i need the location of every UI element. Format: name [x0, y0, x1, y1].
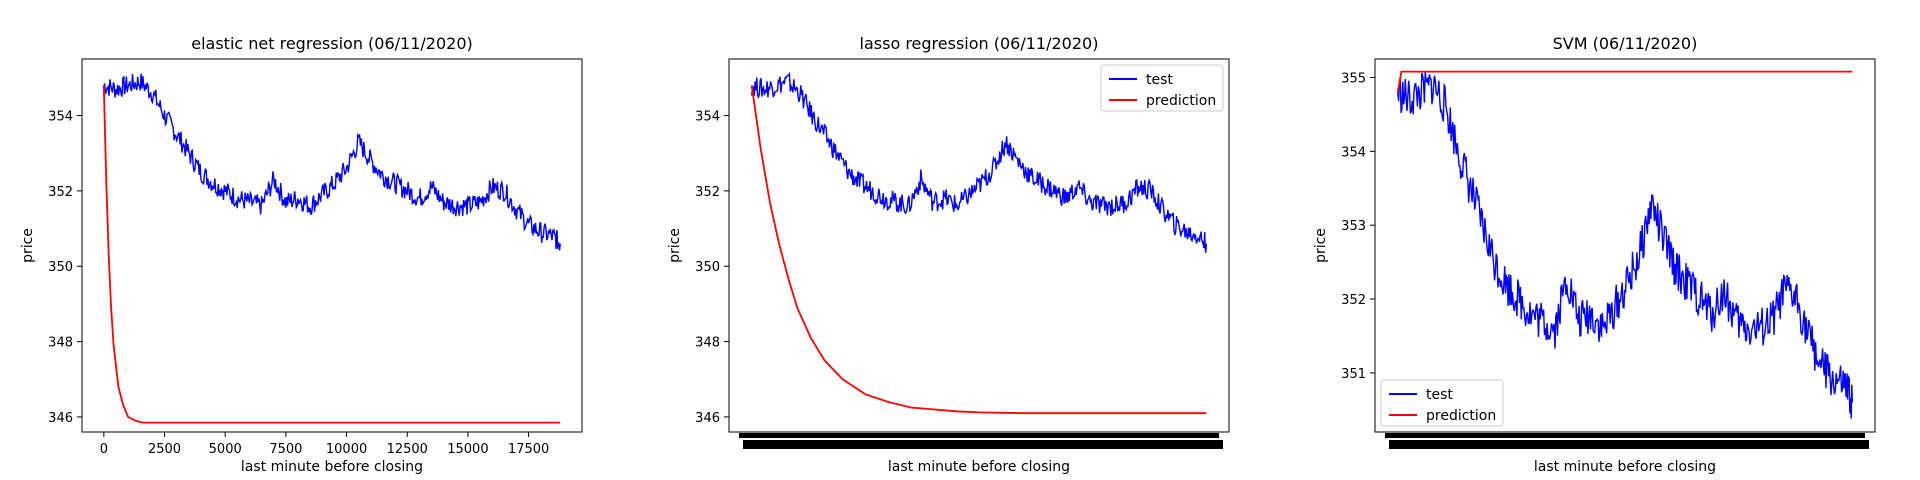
legend-label-test: test: [1146, 72, 1173, 88]
legend-label-test: test: [1426, 387, 1453, 403]
x-axis-label: last minute before closing: [888, 459, 1070, 475]
y-axis-label: price: [667, 228, 683, 263]
y-tick-label: 350: [695, 260, 720, 275]
series-line-prediction: [1398, 72, 1853, 93]
x-tick-band: [739, 433, 1219, 438]
x-tick-label: 2500: [148, 442, 181, 457]
x-tick-label-band: [743, 440, 1223, 449]
plot-frame: [729, 59, 1229, 432]
y-axis-label: price: [1313, 228, 1329, 263]
x-tick-band: [1385, 433, 1865, 438]
legend: test prediction: [1381, 380, 1503, 426]
chart-title: elastic net regression (06/11/2020): [191, 34, 473, 53]
legend-label-prediction: prediction: [1146, 93, 1216, 109]
chart-1: elastic net regression (06/11/2020) 346 34…: [20, 34, 582, 475]
x-tick-label: 7500: [269, 442, 302, 457]
x-tick-label: 12500: [387, 442, 428, 457]
chart-3: SVM (06/11/2020) 351 352 353 354 355 last minu…: [1313, 34, 1875, 475]
chart-title: lasso regression (06/11/2020): [860, 34, 1099, 53]
y-axis-label: price: [20, 228, 36, 263]
y-tick-label: 348: [695, 336, 720, 351]
x-tick-label: 15000: [447, 442, 488, 457]
x-tick-label: 5000: [209, 442, 242, 457]
x-tick-label: 17500: [508, 442, 549, 457]
x-tick-label: 10000: [326, 442, 367, 457]
series-line-test: [1398, 71, 1853, 419]
legend-label-prediction: prediction: [1426, 408, 1496, 424]
y-tick-label: 352: [1341, 293, 1366, 308]
series-line-prediction: [752, 85, 1207, 413]
x-axis-label: last minute before closing: [241, 459, 423, 475]
x-tick-label-band: [1389, 440, 1869, 449]
series-line-series-1: [104, 74, 560, 251]
y-tick-label: 354: [695, 110, 720, 125]
chart-title: SVM (06/11/2020): [1553, 34, 1698, 53]
y-tick-label: 352: [695, 185, 720, 200]
y-tick-label: 350: [48, 260, 73, 275]
x-axis-label: last minute before closing: [1534, 459, 1716, 475]
x-tick-label: 0: [100, 442, 108, 457]
series-line-series-2: [104, 85, 560, 422]
y-tick-label: 351: [1341, 367, 1366, 382]
chart-2: lasso regression (06/11/2020) 346 348 350 35…: [667, 34, 1229, 475]
y-tick-label: 354: [1341, 145, 1366, 160]
legend: test prediction: [1101, 65, 1223, 111]
y-tick-label: 355: [1341, 71, 1366, 86]
y-tick-label: 353: [1341, 219, 1366, 234]
y-tick-label: 346: [48, 411, 73, 426]
y-tick-label: 354: [48, 110, 73, 125]
y-tick-label: 352: [48, 185, 73, 200]
y-tick-label: 346: [695, 411, 720, 426]
plot-frame: [82, 59, 582, 432]
y-tick-label: 348: [48, 336, 73, 351]
